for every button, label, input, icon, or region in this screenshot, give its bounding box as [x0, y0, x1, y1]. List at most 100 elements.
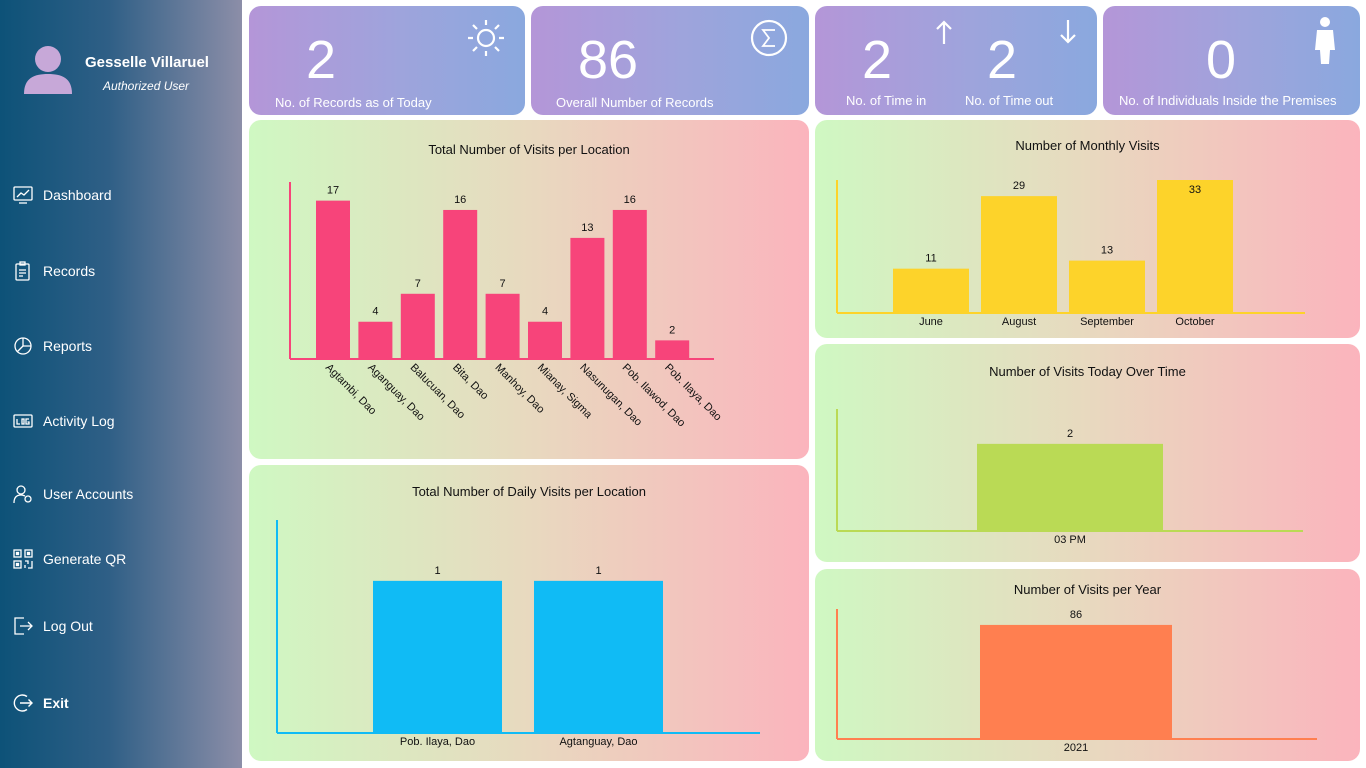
category-label: October: [1175, 316, 1214, 328]
nav-item-generate-qr[interactable]: Generate QR: [12, 546, 222, 572]
category-label: Agtanguay, Dao: [559, 736, 637, 748]
nav-item-dashboard[interactable]: Dashboard: [12, 182, 222, 208]
bar-value-label: 7: [500, 278, 506, 290]
bar: [534, 580, 663, 733]
chart-title: Number of Visits Today Over Time: [989, 364, 1186, 379]
bar-value-label: 13: [581, 222, 593, 234]
chart-panel-today: Number of Visits Today Over Time 2 03 PM: [815, 344, 1360, 562]
bar: [893, 268, 969, 313]
bar-value-label: 13: [1101, 245, 1113, 257]
nav-label: Exit: [43, 695, 69, 711]
chart-title: Number of Monthly Visits: [1015, 138, 1160, 153]
chart-today: 2 03 PM: [836, 409, 1303, 546]
stat-card-overall: 86 Overall Number of Records: [531, 6, 809, 115]
stat-value: 2: [306, 30, 337, 90]
arrow-up-icon: [936, 20, 952, 44]
stat-card-inside: 0 No. of Individuals Inside the Premises: [1103, 6, 1360, 115]
user-gear-icon: [12, 483, 34, 505]
nav-item-reports[interactable]: Reports: [12, 333, 222, 359]
nav-label: Records: [43, 263, 96, 279]
nav-label: Dashboard: [43, 187, 112, 203]
bar: [1069, 260, 1145, 313]
nav-label: Activity Log: [43, 413, 115, 429]
person-icon: [1315, 17, 1335, 64]
bar-value-label: 16: [624, 194, 636, 206]
bar: [358, 321, 393, 359]
bar: [612, 209, 647, 359]
bar-value-label: 2: [1067, 428, 1073, 440]
avatar-icon: [24, 46, 72, 94]
bar: [655, 340, 690, 359]
nav-item-log-out[interactable]: Log Out: [12, 613, 222, 639]
exit-icon: [12, 692, 34, 714]
bar: [977, 443, 1163, 531]
stat-card-time-in-out: 2 No. of Time in 2 No. of Time out: [815, 6, 1097, 115]
chart-panel-monthly: Number of Monthly Visits 11 June 29 August 1…: [815, 120, 1360, 338]
nav-item-records[interactable]: Records: [12, 258, 222, 284]
stat-label-time-in: No. of Time in: [846, 93, 927, 108]
bar-value-label: 1: [595, 565, 601, 577]
nav-label: Reports: [43, 338, 93, 354]
bar: [400, 293, 435, 359]
log-icon: [12, 410, 34, 432]
chart-monthly: 11 June 29 August 13 September 33 October: [836, 180, 1305, 328]
category-label: September: [1080, 316, 1134, 328]
bar-value-label: 4: [542, 306, 548, 318]
category-label: August: [1002, 316, 1036, 328]
bar-value-label: 11: [925, 253, 936, 265]
user-profile: Gesselle Villaruel Authorized User: [22, 42, 232, 98]
chart-panel-yearly: Number of Visits per Year 86 2021: [815, 569, 1360, 761]
stat-label-time-out: No. of Time out: [965, 93, 1054, 108]
bar: [373, 580, 502, 733]
nav-item-activity-log[interactable]: Activity Log: [12, 408, 222, 434]
bar: [485, 293, 520, 359]
logout-icon: [12, 615, 34, 637]
sigma-icon: [750, 19, 788, 57]
chart-yearly: 86 2021: [836, 609, 1317, 754]
category-label: Bita, Dao: [450, 362, 490, 402]
dashboard-icon: [12, 184, 34, 206]
bar: [443, 209, 478, 359]
clipboard-icon: [12, 260, 34, 282]
nav-label: User Accounts: [43, 486, 134, 502]
bar-value-label: 33: [1189, 184, 1201, 196]
nav-item-user-accounts[interactable]: User Accounts: [12, 481, 222, 507]
chart-title: Total Number of Daily Visits per Locatio…: [412, 484, 646, 499]
bar: [570, 237, 605, 359]
chart-panel-location: Total Number of Visits per Location 17 Ag…: [249, 120, 809, 459]
user-role: Authorized User: [103, 79, 190, 93]
chart-title: Total Number of Visits per Location: [428, 142, 630, 157]
arrow-down-icon: [1060, 20, 1076, 44]
bar: [981, 196, 1057, 313]
chart-daily: 1 Pob. Ilaya, Dao 1 Agtanguay, Dao: [276, 520, 760, 748]
stat-label: No. of Records as of Today: [275, 95, 432, 110]
nav-label: Log Out: [43, 618, 93, 634]
bar: [316, 200, 350, 359]
category-label: 2021: [1064, 742, 1088, 754]
stat-card-today: 2 No. of Records as of Today: [249, 6, 525, 115]
stat-label: No. of Individuals Inside the Premises: [1119, 93, 1337, 108]
sidebar: Gesselle Villaruel Authorized User Dashb…: [0, 0, 242, 768]
nav-label: Generate QR: [43, 551, 127, 567]
bar: [528, 321, 562, 359]
category-label: Pob. Ilaya, Dao: [400, 736, 475, 748]
stat-value-time-in: 2: [862, 30, 893, 90]
user-name: Gesselle Villaruel: [85, 54, 209, 71]
bar-value-label: 29: [1013, 180, 1025, 192]
bar-value-label: 16: [454, 194, 466, 206]
bar: [1157, 180, 1233, 313]
nav-item-exit[interactable]: Exit: [12, 690, 222, 716]
stat-value: 86: [578, 30, 639, 90]
sun-icon: [468, 20, 504, 56]
stat-label: Overall Number of Records: [556, 95, 714, 110]
bar: [980, 624, 1172, 739]
bar-value-label: 7: [415, 278, 421, 290]
qr-code-icon: [12, 548, 34, 570]
category-label: 03 PM: [1054, 534, 1086, 546]
stat-value-time-out: 2: [987, 30, 1018, 90]
bar-value-label: 2: [669, 324, 675, 336]
bar-value-label: 86: [1070, 609, 1082, 621]
stat-value: 0: [1206, 30, 1237, 90]
chart-panel-daily: Total Number of Daily Visits per Locatio…: [249, 465, 809, 761]
